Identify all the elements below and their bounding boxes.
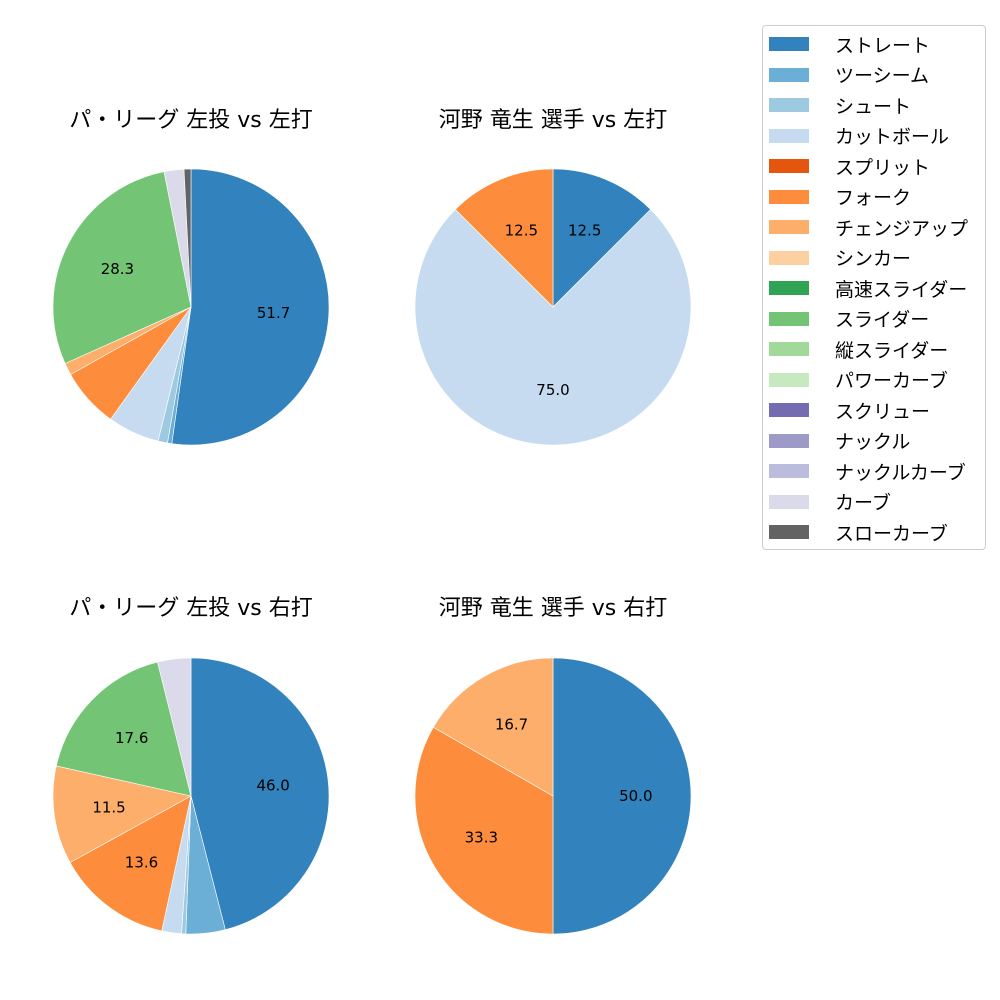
- legend-label: 縦スライダー: [835, 339, 949, 362]
- legend-label: ツーシーム: [835, 65, 930, 87]
- legend-swatch: [769, 525, 809, 539]
- pie-4: 50.0 33.3 16.7: [414, 657, 692, 935]
- pie-3: 46.0 13.6 11.5 17.6: [52, 657, 330, 935]
- pie-1: 51.7 28.3: [52, 168, 330, 446]
- slice-value-label: 17.6: [115, 729, 148, 747]
- legend-swatch: [769, 250, 809, 265]
- legend-swatch: [769, 98, 809, 112]
- legend-label: フォーク: [835, 187, 912, 209]
- legend-label: スライダー: [835, 309, 930, 331]
- pie-slice: [454, 168, 554, 308]
- legend-item: スライダー: [769, 306, 929, 332]
- legend-item: ナックルカーブ: [769, 458, 966, 484]
- chart-title-2: 河野 竜生 選手 vs 左打: [438, 108, 668, 133]
- legend-label: シンカー: [835, 248, 912, 270]
- legend-swatch: [769, 433, 809, 448]
- legend-label: スプリット: [835, 156, 931, 179]
- legend-label: カーブ: [835, 492, 891, 514]
- legend-label: 高速スライダー: [835, 278, 968, 301]
- legend-label: パワーカーブ: [835, 370, 948, 392]
- slice-value-label: 28.3: [101, 260, 134, 278]
- legend-swatch: [769, 67, 809, 82]
- legend-label: スクリュー: [835, 400, 931, 423]
- pie-slice: [190, 657, 330, 931]
- legend-swatch: [769, 159, 809, 173]
- legend-label: ストレート: [835, 34, 931, 57]
- slice-value-label: 46.0: [256, 777, 289, 795]
- pie-slice: [414, 208, 692, 446]
- slice-value-label: 16.7: [495, 715, 528, 733]
- legend-item: スローカーブ: [769, 519, 948, 545]
- legend-item: ナックル: [769, 428, 910, 454]
- legend-item: スクリュー: [769, 397, 930, 423]
- pie-slice: [183, 168, 192, 308]
- pie-slice: [157, 657, 192, 797]
- legend-swatch: [769, 403, 809, 417]
- chart-title-4: 河野 竜生 選手 vs 右打: [438, 596, 668, 621]
- legend-item: 縦スライダー: [769, 336, 948, 362]
- pie-slice: [171, 168, 330, 446]
- legend-label: カットボール: [835, 126, 950, 148]
- legend-item: 高速スライダー: [769, 275, 967, 301]
- legend-swatch: [769, 37, 809, 51]
- legend-item: ツーシーム: [769, 62, 929, 88]
- legend: ストレートツーシームシュートカットボール スプリットフォークチェンジアップ シンカー…: [762, 25, 986, 550]
- legend-item: チェンジアップ: [769, 214, 968, 240]
- legend-label: チェンジアップ: [835, 217, 969, 240]
- legend-label: ナックル: [835, 431, 911, 453]
- legend-swatch: [769, 281, 809, 295]
- legend-item: シュート: [769, 92, 911, 118]
- slice-value-label: 13.6: [125, 853, 158, 871]
- legend-item: シンカー: [769, 245, 911, 271]
- legend-item: スプリット: [769, 153, 930, 179]
- slice-value-label: 12.5: [505, 222, 538, 240]
- slice-value-label: 51.7: [257, 304, 290, 322]
- legend-label: スローカーブ: [835, 522, 948, 545]
- slice-value-label: 75.0: [536, 381, 569, 399]
- slice-value-label: 33.3: [465, 828, 498, 846]
- chart-title-1: パ・リーグ 左投 vs 左打: [69, 108, 313, 133]
- legend-swatch: [769, 342, 809, 356]
- legend-label: ナックルカーブ: [835, 461, 966, 484]
- pie-slice: [552, 168, 652, 308]
- pie-slice: [69, 795, 192, 932]
- legend-item: フォーク: [769, 184, 911, 210]
- slice-value-label: 12.5: [568, 222, 601, 240]
- pie-slice: [52, 765, 192, 863]
- legend-item: パワーカーブ: [769, 367, 948, 393]
- slice-value-label: 11.5: [92, 799, 125, 817]
- legend-label: シュート: [835, 95, 912, 118]
- legend-swatch: [769, 372, 809, 387]
- pie-slice: [432, 657, 554, 797]
- pie-2: 12.5 75.0 12.5: [414, 168, 692, 446]
- legend-item: カットボール: [769, 123, 949, 149]
- legend-swatch: [769, 220, 809, 234]
- legend-swatch: [769, 464, 809, 478]
- pie-slice: [55, 661, 192, 797]
- pie-slice: [52, 171, 192, 364]
- legend-swatch: [769, 311, 809, 326]
- slice-value-label: 50.0: [619, 787, 652, 805]
- pie-slice: [414, 726, 554, 935]
- legend-swatch: [769, 189, 809, 204]
- pie-slice: [552, 657, 692, 935]
- chart-title-3: パ・リーグ 左投 vs 右打: [69, 596, 313, 621]
- legend-swatch: [769, 494, 809, 509]
- legend-item: カーブ: [769, 489, 891, 515]
- legend-item: ストレート: [769, 31, 930, 57]
- legend-swatch: [769, 128, 809, 143]
